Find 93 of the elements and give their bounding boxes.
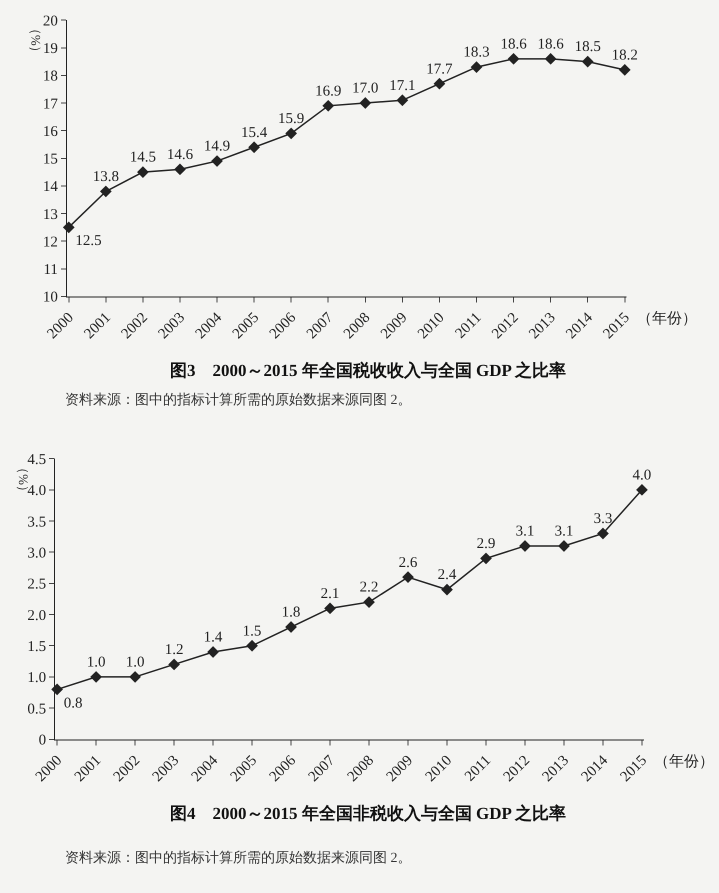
data-label: 14.9 xyxy=(204,138,230,155)
y-tick-label: 2.0 xyxy=(27,608,46,624)
y-tick-label: 0.5 xyxy=(27,701,46,718)
point xyxy=(508,52,520,65)
y-tick-label: 1.5 xyxy=(27,638,46,655)
data-label: 18.6 xyxy=(500,36,528,52)
y-tick-label: 18 xyxy=(42,68,58,85)
x-axis-title: （年份） xyxy=(654,753,714,770)
point xyxy=(174,163,186,176)
data-label: 3.1 xyxy=(516,524,534,540)
text: 资料来源：图中的指标计算所需的原始数据来源同图 2。 xyxy=(65,850,412,866)
point xyxy=(285,128,298,140)
text: 资料来源：图中的指标计算所需的原始数据来源同图 2。 xyxy=(65,392,412,408)
point xyxy=(618,64,631,76)
point xyxy=(168,658,180,670)
data-label: 14.6 xyxy=(166,146,194,163)
data-label: 4.0 xyxy=(632,467,652,484)
y-tick-label: 11 xyxy=(43,262,58,278)
y-tick-label: 0 xyxy=(38,732,46,749)
point xyxy=(137,166,149,178)
data-label: 13.8 xyxy=(92,169,119,186)
y-tick-label: 4.5 xyxy=(27,452,46,468)
y-tick-label: 14 xyxy=(42,179,58,196)
y-tick-label: 17 xyxy=(42,96,58,112)
data-label: 2.6 xyxy=(398,554,418,571)
data-label: 2.4 xyxy=(438,567,457,584)
point xyxy=(402,571,414,583)
data-label: 12.5 xyxy=(75,233,102,250)
point xyxy=(285,621,297,633)
text: 图3 2000～2015 年全国税收收入与全国 GDP 之比率 xyxy=(170,361,566,380)
x-tick-label: 2011 xyxy=(452,310,485,342)
data-label: 17.7 xyxy=(426,61,454,78)
point xyxy=(90,671,102,683)
point xyxy=(246,640,258,652)
point xyxy=(248,141,260,154)
data-label: 18.2 xyxy=(612,48,638,64)
text: 图4 2000～2015 年全国非税收入与全国 GDP 之比率 xyxy=(170,804,566,823)
point xyxy=(211,155,223,167)
y-tick-label: 4.0 xyxy=(27,483,46,500)
point xyxy=(480,552,492,564)
point xyxy=(441,584,453,596)
data-label: 0.8 xyxy=(64,695,82,712)
data-label: 1.4 xyxy=(204,630,223,646)
y-tick-label: 15 xyxy=(42,152,58,168)
data-label: 1.0 xyxy=(126,654,144,671)
point xyxy=(51,684,63,696)
point xyxy=(519,540,531,552)
data-label: 17.0 xyxy=(352,80,378,97)
point xyxy=(359,97,372,109)
data-label: 1.0 xyxy=(86,654,106,671)
y-tick-label: 3.5 xyxy=(27,514,46,530)
y-tick-label: 1.0 xyxy=(27,670,46,686)
point xyxy=(434,78,446,90)
data-label: 2.9 xyxy=(476,536,496,552)
point xyxy=(636,484,648,496)
data-label: 1.5 xyxy=(242,623,262,640)
point xyxy=(363,596,375,608)
y-tick-label: 20 xyxy=(42,13,58,30)
data-label: 18.6 xyxy=(538,36,564,52)
data-label: 2.1 xyxy=(320,586,340,602)
data-label: 18.3 xyxy=(463,44,490,61)
data-label: 16.9 xyxy=(315,83,342,100)
point xyxy=(582,56,594,68)
y-tick-label: 2.5 xyxy=(27,576,46,593)
point xyxy=(100,186,112,198)
y-tick-label: 3.0 xyxy=(27,545,46,562)
x-axis-title: （年份） xyxy=(637,310,697,327)
point xyxy=(470,61,482,73)
data-label: 14.5 xyxy=(130,150,156,166)
data-label: 17.1 xyxy=(389,78,416,94)
point xyxy=(324,602,336,614)
data-label: 1.2 xyxy=(164,642,184,658)
point xyxy=(396,94,408,106)
data-label: 2.2 xyxy=(360,580,378,596)
y-tick-label: 12 xyxy=(42,234,58,250)
y-tick-label: 13 xyxy=(42,206,58,223)
data-label: 3.3 xyxy=(594,511,612,528)
y-axis-title: （%） xyxy=(28,22,44,59)
data-label: 15.4 xyxy=(240,124,268,141)
point xyxy=(129,671,141,683)
y-tick-label: 16 xyxy=(42,124,58,140)
data-label: 18.5 xyxy=(574,39,601,56)
data-label: 3.1 xyxy=(554,524,574,540)
data-label: 15.9 xyxy=(278,111,304,128)
point xyxy=(558,540,570,552)
y-tick-label: 19 xyxy=(42,41,58,58)
point xyxy=(322,100,334,112)
x-tick-label: 2011 xyxy=(462,752,494,785)
point xyxy=(207,646,219,658)
data-label: 1.8 xyxy=(282,604,300,621)
point xyxy=(544,52,556,65)
y-tick-label: 10 xyxy=(42,290,58,306)
point xyxy=(597,528,609,540)
